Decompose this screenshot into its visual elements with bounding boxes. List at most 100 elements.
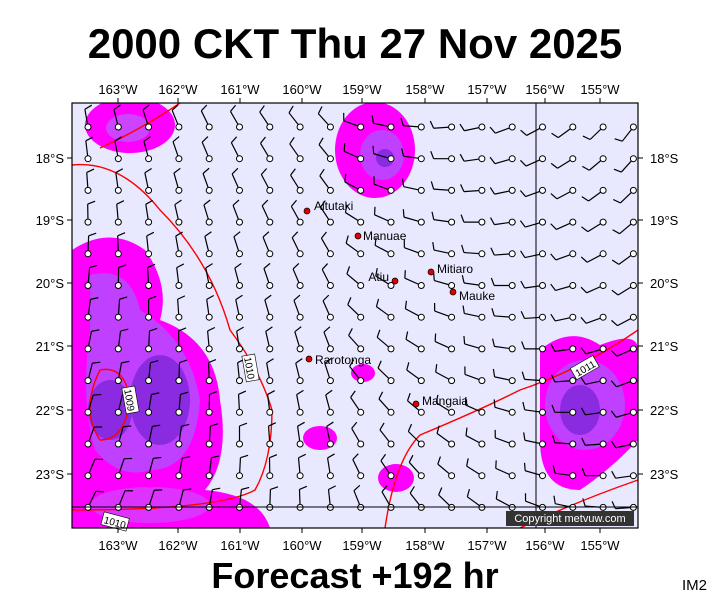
place-name: Mauke	[459, 289, 495, 303]
barb-station	[206, 314, 212, 320]
barb-station	[479, 283, 485, 289]
barb-station	[418, 251, 424, 257]
island	[355, 233, 361, 239]
barb-flag	[153, 458, 161, 459]
barb-station	[85, 409, 91, 415]
longitude-label: 157°W	[467, 82, 507, 97]
barb-flag	[93, 395, 101, 396]
longitude-label: 155°W	[580, 538, 620, 553]
barb-station	[600, 409, 606, 415]
barb-station	[237, 124, 243, 130]
barb-station	[146, 219, 152, 225]
barb-flag	[403, 209, 404, 217]
barb-station	[570, 346, 576, 352]
barb-station	[540, 409, 546, 415]
barb-station	[176, 251, 182, 257]
barb-station	[146, 473, 152, 479]
corner-label: IM2	[682, 577, 707, 594]
barb-station	[85, 187, 91, 193]
barb-station	[267, 219, 273, 225]
barb-station	[540, 219, 546, 225]
place-name: Rarotonga	[315, 353, 371, 367]
barb-station	[297, 283, 303, 289]
barb-station	[479, 346, 485, 352]
barb-station	[509, 283, 515, 289]
barb-station	[358, 251, 364, 257]
forecast-label: Forecast +192 hr	[211, 555, 498, 596]
barb-station	[176, 187, 182, 193]
barb-station	[206, 441, 212, 447]
barb-station	[418, 441, 424, 447]
barb-station	[630, 283, 636, 289]
barb-station	[267, 346, 273, 352]
barb-station	[600, 314, 606, 320]
barb-station	[115, 441, 121, 447]
barb-station	[600, 251, 606, 257]
barb-station	[206, 346, 212, 352]
barb-station	[570, 156, 576, 162]
barb-station	[206, 473, 212, 479]
barb-station	[115, 473, 121, 479]
barb-station	[358, 187, 364, 193]
barb-station	[206, 124, 212, 130]
copyright: Copyright metvuw.com	[514, 513, 625, 525]
barb-station	[267, 251, 273, 257]
barb-flag	[373, 146, 374, 154]
barb-station	[509, 441, 515, 447]
barb-station	[509, 473, 515, 479]
barb-station	[327, 346, 333, 352]
barb-station	[479, 156, 485, 162]
barb-station	[358, 314, 364, 320]
barb-station	[540, 187, 546, 193]
barb-station	[327, 409, 333, 415]
barb-station	[388, 314, 394, 320]
barb-station	[327, 378, 333, 384]
barb-station	[85, 314, 91, 320]
barb-station	[449, 156, 455, 162]
barb-station	[479, 409, 485, 415]
barb-station	[449, 409, 455, 415]
barb-station	[630, 156, 636, 162]
barb-station	[600, 187, 606, 193]
barb-flag	[123, 426, 131, 427]
barb-station	[206, 251, 212, 257]
island	[450, 289, 456, 295]
barb-station	[206, 409, 212, 415]
barb-station	[297, 251, 303, 257]
latitude-label: 18°S	[650, 151, 679, 166]
barb-station	[540, 378, 546, 384]
barb-station	[237, 409, 243, 415]
barb-station	[176, 314, 182, 320]
longitude-label: 156°W	[525, 82, 565, 97]
longitude-label: 157°W	[467, 538, 507, 553]
longitude-label: 155°W	[580, 82, 620, 97]
latitude-label: 19°S	[650, 213, 679, 228]
island	[392, 278, 398, 284]
barb-station	[297, 314, 303, 320]
barb-station	[600, 441, 606, 447]
place-name: Mitiaro	[437, 262, 473, 276]
barb-station	[176, 441, 182, 447]
barb-station	[388, 441, 394, 447]
barb-station	[479, 187, 485, 193]
barb-station	[115, 251, 121, 257]
barb-station	[146, 251, 152, 257]
barb-station	[388, 156, 394, 162]
barb-station	[449, 124, 455, 130]
barb-station	[449, 346, 455, 352]
barb-station	[600, 473, 606, 479]
barb-station	[327, 156, 333, 162]
barb-station	[327, 251, 333, 257]
island	[306, 356, 312, 362]
barb-station	[358, 346, 364, 352]
barb-station	[85, 283, 91, 289]
barb-station	[267, 441, 273, 447]
barb-station	[630, 124, 636, 130]
barb-station	[358, 441, 364, 447]
barb-station	[449, 187, 455, 193]
barb-station	[358, 283, 364, 289]
barb-station	[176, 156, 182, 162]
barb-station	[630, 409, 636, 415]
barb-station	[176, 124, 182, 130]
